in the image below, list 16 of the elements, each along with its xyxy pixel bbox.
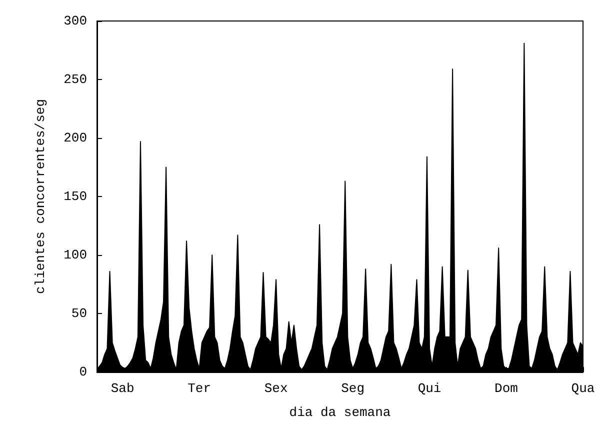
y-tick-label: 100 xyxy=(64,248,87,262)
y-tick-label: 150 xyxy=(64,189,87,204)
y-tick-label: 200 xyxy=(64,130,87,146)
x-tick-label: Seg xyxy=(341,381,364,396)
y-tick-label: 250 xyxy=(64,72,87,87)
x-tick-label: Ter xyxy=(188,381,212,396)
x-tick-label: Sex xyxy=(264,381,288,396)
x-tick-label: Dom xyxy=(494,381,518,396)
y-tick-label: 300 xyxy=(64,14,87,28)
x-tick-label: Qua xyxy=(571,381,595,396)
y-tick-label: 50 xyxy=(71,306,87,321)
x-tick-label: Qui xyxy=(418,381,442,396)
y-tick-label: 0 xyxy=(79,364,87,380)
x-axis-title: dia da semana xyxy=(289,405,391,420)
y-axis-title: clientes concorrentes/seg xyxy=(33,98,48,294)
x-tick-label: Sab xyxy=(110,381,134,396)
